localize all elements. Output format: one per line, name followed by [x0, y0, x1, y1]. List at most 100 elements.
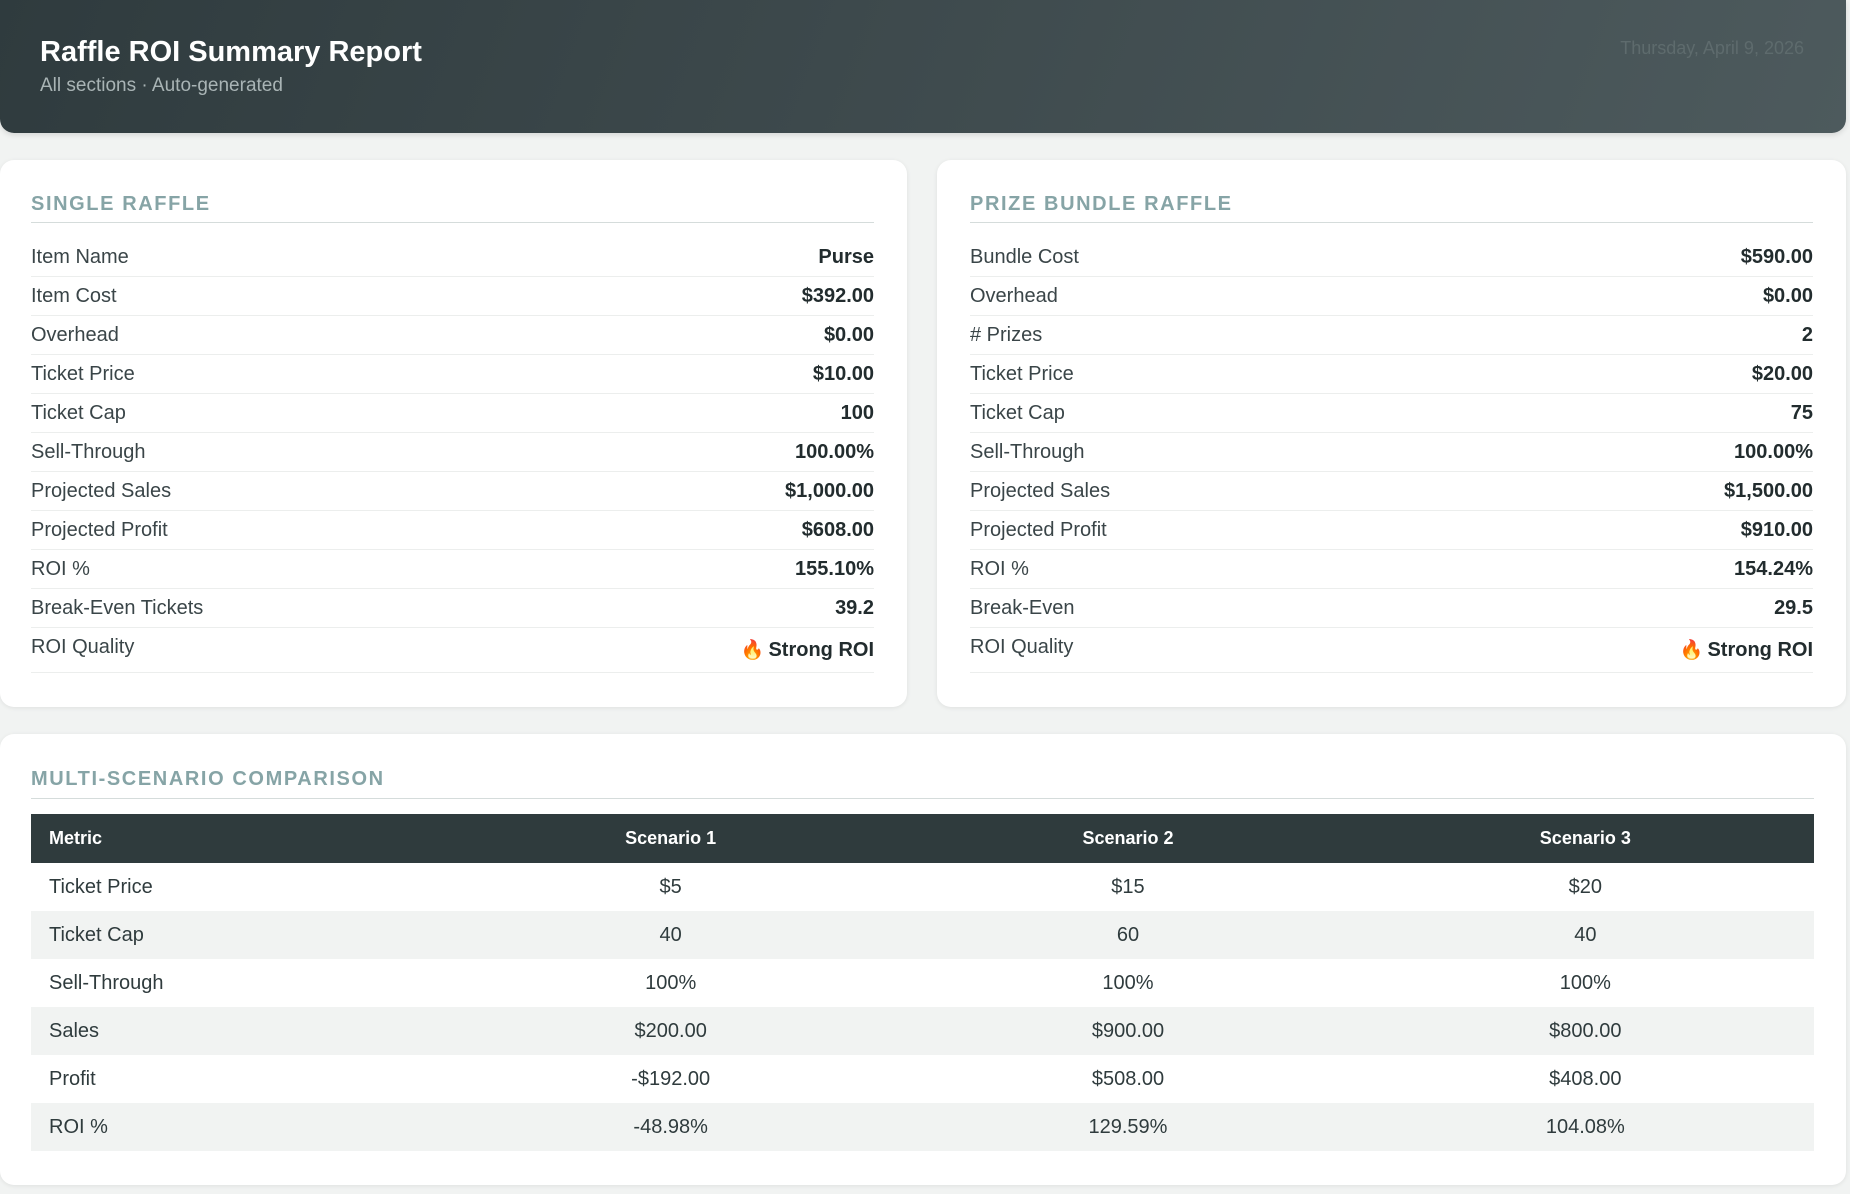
- roi-quality-value: Strong ROI: [1707, 639, 1813, 661]
- kv-row: Break-Even Tickets 39.2: [31, 589, 874, 628]
- kv-value: $20.00: [1751, 362, 1813, 385]
- kv-value: $0.00: [823, 323, 874, 346]
- kv-row: Projected Profit $608.00: [31, 511, 874, 550]
- kv-row: Sell-Through 100.00%: [31, 433, 874, 472]
- kv-value: 155.10%: [795, 557, 874, 580]
- table-cell: -$192.00: [631, 1067, 711, 1090]
- kv-value: 100.00%: [795, 440, 874, 463]
- kv-label: Ticket Cap: [970, 401, 1065, 424]
- kv-row: Overhead $0.00: [31, 316, 874, 355]
- kv-row: Ticket Cap 100: [31, 394, 874, 433]
- kv-value: $10.00: [812, 362, 874, 385]
- table-cell: -48.98%: [442, 1103, 900, 1151]
- table-row: Ticket Cap 40 60 40: [31, 911, 1814, 959]
- metric-cell: Ticket Price: [49, 875, 153, 898]
- kv-label: ROI %: [970, 557, 1029, 580]
- single-raffle-divider: [31, 222, 874, 223]
- kv-row: Ticket Price $20.00: [970, 355, 1813, 394]
- kv-label: ROI %: [31, 557, 90, 580]
- table-cell: $900.00: [899, 1007, 1357, 1055]
- bundle-raffle-list: Bundle Cost $590.00 Overhead $0.00 # Pri…: [970, 238, 1813, 673]
- table-row: Ticket Price $5 $15 $20: [31, 863, 1814, 911]
- kv-label: Item Name: [31, 245, 129, 268]
- single-raffle-card: [0, 160, 907, 707]
- kv-value: 154.24%: [1734, 557, 1813, 580]
- table-cell: $5: [659, 875, 682, 898]
- column-header: Scenario 2: [899, 814, 1357, 863]
- single-raffle-list: Item Name Purse Item Cost $392.00 Overhe…: [31, 238, 874, 673]
- report-date: Thursday, April 9, 2026: [1620, 38, 1804, 58]
- table-cell: 60: [899, 911, 1357, 959]
- kv-value: $608.00: [801, 518, 874, 541]
- kv-label: Overhead: [31, 323, 119, 346]
- kv-value: 2: [1801, 323, 1813, 346]
- roi-quality-row: ROI Quality 🔥 Strong ROI: [31, 628, 874, 673]
- table-cell: 40: [442, 911, 900, 959]
- metric-cell: Sell-Through: [49, 971, 164, 994]
- kv-row: Projected Sales $1,500.00: [970, 472, 1813, 511]
- kv-label: Break-Even Tickets: [31, 596, 204, 619]
- kv-label: Sell-Through: [970, 440, 1085, 463]
- metric-cell: Sales: [31, 1007, 442, 1055]
- metric-cell: Ticket Cap: [31, 911, 442, 959]
- kv-label: Projected Sales: [970, 479, 1111, 502]
- kv-value: $590.00: [1740, 245, 1813, 268]
- table-cell: 100%: [645, 971, 697, 994]
- kv-value: $1,000.00: [785, 479, 874, 502]
- kv-value: 75: [1790, 401, 1813, 424]
- table-header-row: Metric Scenario 1 Scenario 2 Scenario 3: [31, 814, 1814, 863]
- kv-value: $0.00: [1762, 284, 1813, 307]
- kv-row: ROI % 155.10%: [31, 550, 874, 589]
- report-subtitle: All sections · Auto-generated: [40, 75, 283, 96]
- table-cell: 104.08%: [1356, 1103, 1814, 1151]
- kv-label: # Prizes: [970, 323, 1043, 346]
- table-cell: 100%: [1559, 971, 1611, 994]
- metric-cell: ROI %: [31, 1103, 442, 1151]
- kv-value: 100.00%: [1734, 440, 1813, 463]
- kv-row: Ticket Cap 75: [970, 394, 1813, 433]
- kv-row: # Prizes 2: [970, 316, 1813, 355]
- report-header: Raffle ROI Summary Report All sections ·…: [0, 0, 1846, 133]
- kv-value: 39.2: [835, 596, 874, 619]
- kv-label: ROI Quality: [31, 636, 135, 658]
- kv-row: Bundle Cost $590.00: [970, 238, 1813, 277]
- comparison-table: Metric Scenario 1 Scenario 2 Scenario 3 …: [31, 814, 1814, 1151]
- kv-row: Ticket Price $10.00: [31, 355, 874, 394]
- table-cell: 40: [1356, 911, 1814, 959]
- kv-value: $1,500.00: [1724, 479, 1813, 502]
- report-title: Raffle ROI Summary Report: [40, 36, 422, 68]
- kv-value: $910.00: [1740, 518, 1813, 541]
- kv-label: Ticket Price: [970, 362, 1074, 385]
- kv-value: $392.00: [801, 284, 874, 307]
- bundle-raffle-title: PRIZE BUNDLE RAFFLE: [970, 193, 1233, 215]
- table-row: Sales $200.00 $900.00 $800.00: [31, 1007, 1814, 1055]
- comparison-divider: [31, 798, 1814, 799]
- kv-value: 29.5: [1774, 596, 1813, 619]
- table-cell: $800.00: [1356, 1007, 1814, 1055]
- kv-value: Purse: [818, 245, 874, 268]
- kv-label: Bundle Cost: [970, 245, 1079, 268]
- kv-row: Overhead $0.00: [970, 277, 1813, 316]
- roi-quality-value: Strong ROI: [768, 639, 874, 661]
- kv-label: ROI Quality: [970, 636, 1074, 658]
- roi-quality-badge: 🔥 Strong ROI: [1680, 638, 1813, 662]
- kv-row: Projected Profit $910.00: [970, 511, 1813, 550]
- kv-row: Sell-Through 100.00%: [970, 433, 1813, 472]
- column-header: Scenario 3: [1356, 814, 1814, 863]
- bundle-raffle-divider: [970, 222, 1813, 223]
- kv-label: Overhead: [970, 284, 1058, 307]
- metric-cell: Profit: [49, 1067, 96, 1090]
- fire-icon: 🔥: [1679, 640, 1704, 661]
- kv-label: Sell-Through: [31, 440, 146, 463]
- kv-row: ROI % 154.24%: [970, 550, 1813, 589]
- column-header: Scenario 1: [442, 814, 900, 863]
- table-cell: $20: [1568, 875, 1603, 898]
- comparison-title: MULTI-SCENARIO COMPARISON: [31, 768, 385, 790]
- kv-row: Projected Sales $1,000.00: [31, 472, 874, 511]
- kv-label: Projected Profit: [970, 518, 1107, 541]
- table-row: ROI % -48.98% 129.59% 104.08%: [31, 1103, 1814, 1151]
- kv-label: Item Cost: [31, 284, 117, 307]
- kv-row: Break-Even 29.5: [970, 589, 1813, 628]
- table-cell: $408.00: [1549, 1067, 1622, 1090]
- table-cell: $15: [1111, 875, 1145, 898]
